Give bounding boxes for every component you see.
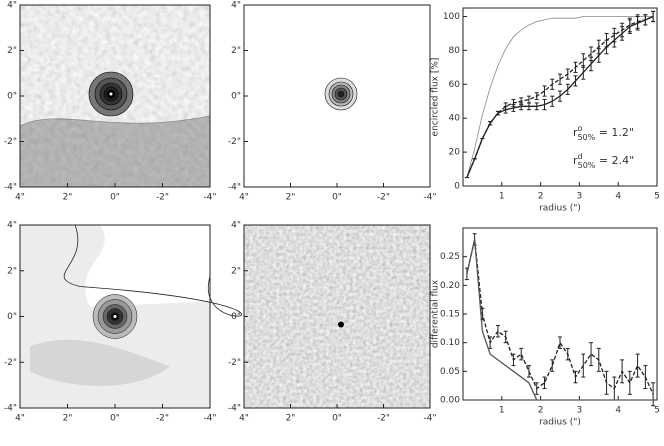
annotation-part: 50% — [578, 161, 596, 170]
series-line — [466, 239, 654, 395]
y-tick-label: -4" — [228, 404, 241, 414]
y-tick-label: 0" — [231, 312, 241, 322]
y-tick-label: -2" — [4, 358, 17, 368]
x-tick-label: 4" — [239, 193, 249, 203]
y-tick-label: 2" — [7, 46, 17, 56]
y-tick-label: 4" — [7, 221, 17, 231]
plot-frame — [462, 7, 658, 187]
x-tick-label: 0" — [332, 193, 342, 203]
x-tick-label: 0" — [110, 193, 120, 203]
x-tick-label: 4" — [15, 414, 25, 424]
x-tick-label: 4 — [615, 192, 621, 202]
annotation-part: 50% — [577, 133, 595, 142]
x-tick-label: 2" — [63, 414, 73, 424]
y-axis-label: encircled flux [%] — [431, 58, 441, 137]
y-tick-label: 0.00 — [440, 396, 460, 406]
x-tick-label: 0" — [332, 414, 342, 424]
x-tick-label: -2" — [156, 193, 169, 203]
annotation-part: r — [573, 154, 578, 167]
y-tick-label: 0 — [454, 182, 460, 192]
y-tick-label: -2" — [228, 358, 241, 368]
x-axis-label: radius (") — [539, 204, 581, 214]
x-tick-label: 0" — [110, 414, 120, 424]
x-tick-label: 5 — [654, 192, 660, 202]
y-tick-label: 100 — [443, 12, 460, 22]
contour — [19, 115, 211, 188]
x-tick-label: -2" — [156, 414, 169, 424]
y-tick-label: -4" — [228, 183, 241, 193]
y-tick-label: 20 — [449, 148, 461, 158]
y-tick-label: 0" — [7, 92, 17, 102]
y-tick-label: 0.05 — [440, 367, 460, 377]
annotation-part: = 2.4" — [595, 154, 634, 167]
x-tick-label: 4" — [239, 414, 249, 424]
y-tick-label: -2" — [228, 137, 241, 147]
y-tick-label: 0.15 — [440, 310, 460, 320]
x-tick-label: 3 — [577, 406, 583, 416]
model-blob — [30, 339, 170, 386]
x-tick-label: 2" — [286, 193, 296, 203]
residual-peak — [338, 321, 344, 328]
y-tick-label: 2" — [231, 46, 241, 56]
y-tick-label: -2" — [4, 137, 17, 147]
y-tick-label: 4" — [7, 1, 17, 11]
psf-contour — [337, 90, 345, 98]
x-tick-label: -4" — [423, 414, 436, 424]
x-tick-label: 4" — [15, 193, 25, 203]
series-line — [466, 239, 654, 401]
y-tick-label: 4" — [231, 221, 241, 231]
x-tick-label: 2 — [538, 192, 544, 202]
x-tick-label: -2" — [377, 414, 390, 424]
y-tick-label: 2" — [7, 266, 17, 276]
x-tick-label: -4" — [203, 193, 216, 203]
annotation-part: d — [578, 152, 583, 161]
y-tick-label: -4" — [4, 404, 17, 414]
x-tick-label: -2" — [377, 193, 390, 203]
x-tick-label: 2" — [63, 193, 73, 203]
y-tick-label: 0.10 — [440, 338, 460, 348]
y-tick-label: 0" — [7, 312, 17, 322]
annotation-part: = 1.2" — [595, 126, 634, 139]
x-tick-label: 2" — [286, 414, 296, 424]
x-tick-label: 2 — [538, 406, 544, 416]
y-tick-label: 0" — [231, 92, 241, 102]
annotation-part: o — [578, 124, 583, 133]
x-tick-label: 5 — [654, 406, 660, 416]
source-peak — [109, 92, 113, 96]
y-axis-label: differential flux — [431, 279, 441, 348]
x-tick-label: 3 — [577, 192, 583, 202]
x-tick-label: 4 — [615, 406, 621, 416]
y-tick-label: -4" — [4, 183, 17, 193]
annotation-part: r — [573, 126, 578, 139]
y-tick-label: 2" — [231, 266, 241, 276]
x-axis-label: radius (") — [539, 418, 581, 428]
x-tick-label: -4" — [423, 193, 436, 203]
y-tick-label: 4" — [231, 1, 241, 11]
plot-frame — [462, 227, 658, 401]
annotation: ro 50% = 1.2" — [573, 124, 634, 142]
model-contour — [63, 224, 242, 317]
annotation: rd 50% = 2.4" — [573, 152, 634, 170]
x-tick-label: 1 — [499, 192, 505, 202]
series-line — [466, 16, 654, 178]
y-tick-label: 40 — [449, 114, 461, 124]
y-tick-label: 60 — [449, 80, 461, 90]
x-tick-label: 1 — [499, 406, 505, 416]
residual-noise — [244, 225, 430, 408]
model-peak — [113, 315, 117, 318]
y-tick-label: 0.25 — [440, 252, 460, 262]
y-tick-label: 80 — [449, 46, 461, 56]
x-tick-label: -4" — [203, 414, 216, 424]
y-tick-label: 0.20 — [440, 281, 460, 291]
